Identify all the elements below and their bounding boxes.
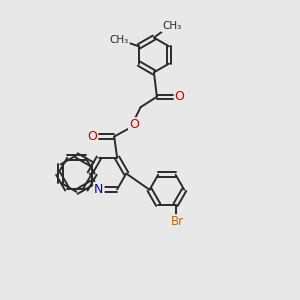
Text: O: O: [129, 118, 139, 131]
Text: Br: Br: [170, 215, 184, 228]
Text: O: O: [175, 90, 184, 103]
Text: N: N: [94, 183, 104, 196]
Text: CH₃: CH₃: [162, 22, 181, 32]
Text: CH₃: CH₃: [110, 35, 129, 45]
Text: O: O: [88, 130, 97, 143]
